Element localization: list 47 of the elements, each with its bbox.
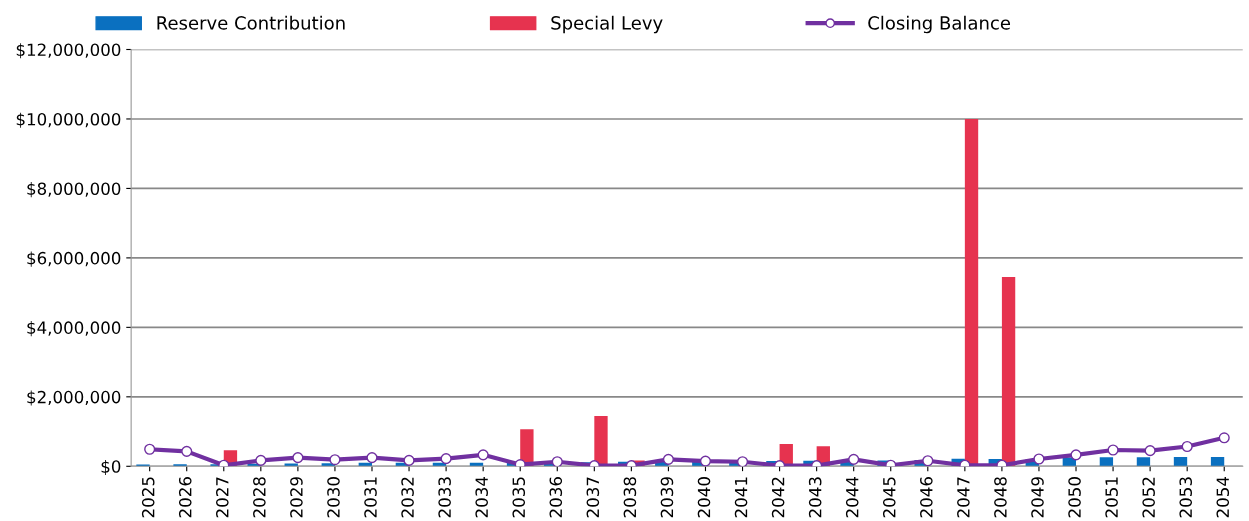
x-tick-label: 2052	[1142, 477, 1155, 518]
x-tick-label: 2043	[808, 477, 822, 518]
x-tick-label: 2036	[549, 477, 563, 518]
bar	[1173, 456, 1188, 467]
x-tick-label: 2032	[401, 477, 414, 518]
bar	[1210, 456, 1225, 467]
x-tick-label: 2038	[623, 477, 637, 518]
y-tick-label: $0	[101, 459, 121, 476]
x-tick-label: 2033	[438, 477, 451, 518]
y-tick-label: $6,000,000	[27, 251, 121, 267]
y-tick-label: $10,000,000	[16, 112, 121, 128]
x-tick-label: 2048	[994, 477, 1007, 518]
x-tick-label: 2034	[475, 476, 488, 518]
x-tick-label: 2042	[771, 477, 785, 518]
x-tick-label: 2040	[697, 477, 711, 518]
x-tick-label: 2029	[290, 477, 303, 518]
x-tick-label: 2047	[957, 477, 970, 518]
y-tick-label: $4,000,000	[27, 321, 121, 337]
x-tick-label: 2031	[364, 477, 377, 518]
x-tick-label: 2035	[512, 477, 526, 518]
y-tick-label: $8,000,000	[27, 182, 121, 198]
x-tick-label: 2053	[1179, 477, 1193, 518]
x-tick-label: 2046	[920, 477, 933, 518]
bar	[1136, 457, 1151, 467]
x-tick-label: 2039	[660, 477, 674, 518]
x-tick-label: 2030	[327, 477, 340, 518]
x-tick-label: 2025	[141, 477, 155, 518]
x-tick-label: 2041	[734, 477, 748, 518]
x-tick-label: 2037	[586, 477, 600, 518]
bar	[594, 415, 608, 467]
x-tick-label: 2050	[1068, 477, 1081, 518]
x-tick-label: 2026	[178, 477, 192, 518]
bar	[1099, 457, 1114, 467]
x-tick-label: 2044	[845, 476, 859, 518]
x-tick-label: 2051	[1105, 477, 1118, 518]
legend-label: Closing Balance	[868, 15, 1011, 34]
y-tick-label: $2,000,000	[27, 390, 121, 406]
bar	[173, 464, 187, 467]
x-tick-label: 2049	[1031, 477, 1044, 518]
x-tick-label: 2054	[1216, 476, 1230, 518]
y-tick-label: $12,000,000	[16, 43, 121, 59]
legend-label: Reserve Contribution	[157, 15, 345, 30]
bar	[1001, 277, 1016, 467]
x-tick-label: 2027	[216, 477, 229, 518]
x-tick-label: 2028	[253, 477, 266, 518]
legend-label: Special Levy	[551, 15, 663, 34]
x-tick-label: 2045	[882, 477, 896, 518]
